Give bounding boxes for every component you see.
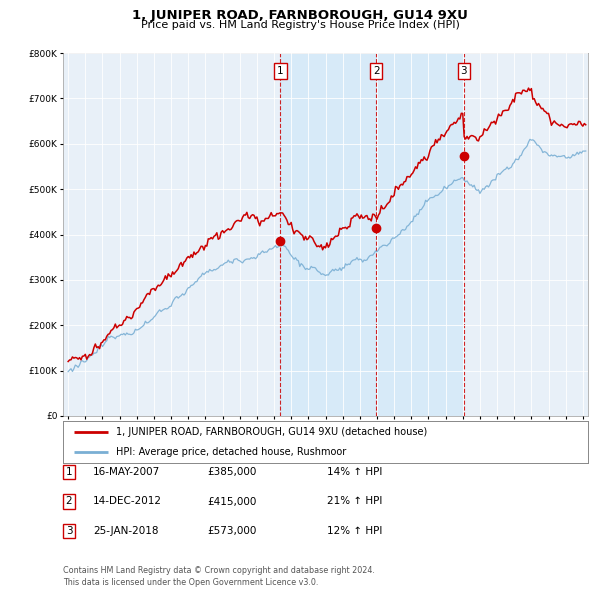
Text: 21% ↑ HPI: 21% ↑ HPI: [327, 497, 382, 506]
Text: Contains HM Land Registry data © Crown copyright and database right 2024.
This d: Contains HM Land Registry data © Crown c…: [63, 566, 375, 587]
Text: 1: 1: [65, 467, 73, 477]
Text: 2: 2: [373, 66, 379, 76]
Text: £573,000: £573,000: [207, 526, 256, 536]
Text: £415,000: £415,000: [207, 497, 256, 506]
Text: HPI: Average price, detached house, Rushmoor: HPI: Average price, detached house, Rush…: [115, 447, 346, 457]
Text: 14-DEC-2012: 14-DEC-2012: [93, 497, 162, 506]
Text: £385,000: £385,000: [207, 467, 256, 477]
Text: 1, JUNIPER ROAD, FARNBOROUGH, GU14 9XU: 1, JUNIPER ROAD, FARNBOROUGH, GU14 9XU: [132, 9, 468, 22]
Text: 1: 1: [277, 66, 284, 76]
Bar: [280, 53, 464, 416]
Text: 16-MAY-2007: 16-MAY-2007: [93, 467, 160, 477]
Text: 3: 3: [65, 526, 73, 536]
Text: 25-JAN-2018: 25-JAN-2018: [93, 526, 158, 536]
Text: Price paid vs. HM Land Registry's House Price Index (HPI): Price paid vs. HM Land Registry's House …: [140, 20, 460, 30]
Text: 14% ↑ HPI: 14% ↑ HPI: [327, 467, 382, 477]
Text: 3: 3: [461, 66, 467, 76]
Text: 12% ↑ HPI: 12% ↑ HPI: [327, 526, 382, 536]
Text: 2: 2: [65, 497, 73, 506]
Text: 1, JUNIPER ROAD, FARNBOROUGH, GU14 9XU (detached house): 1, JUNIPER ROAD, FARNBOROUGH, GU14 9XU (…: [115, 427, 427, 437]
